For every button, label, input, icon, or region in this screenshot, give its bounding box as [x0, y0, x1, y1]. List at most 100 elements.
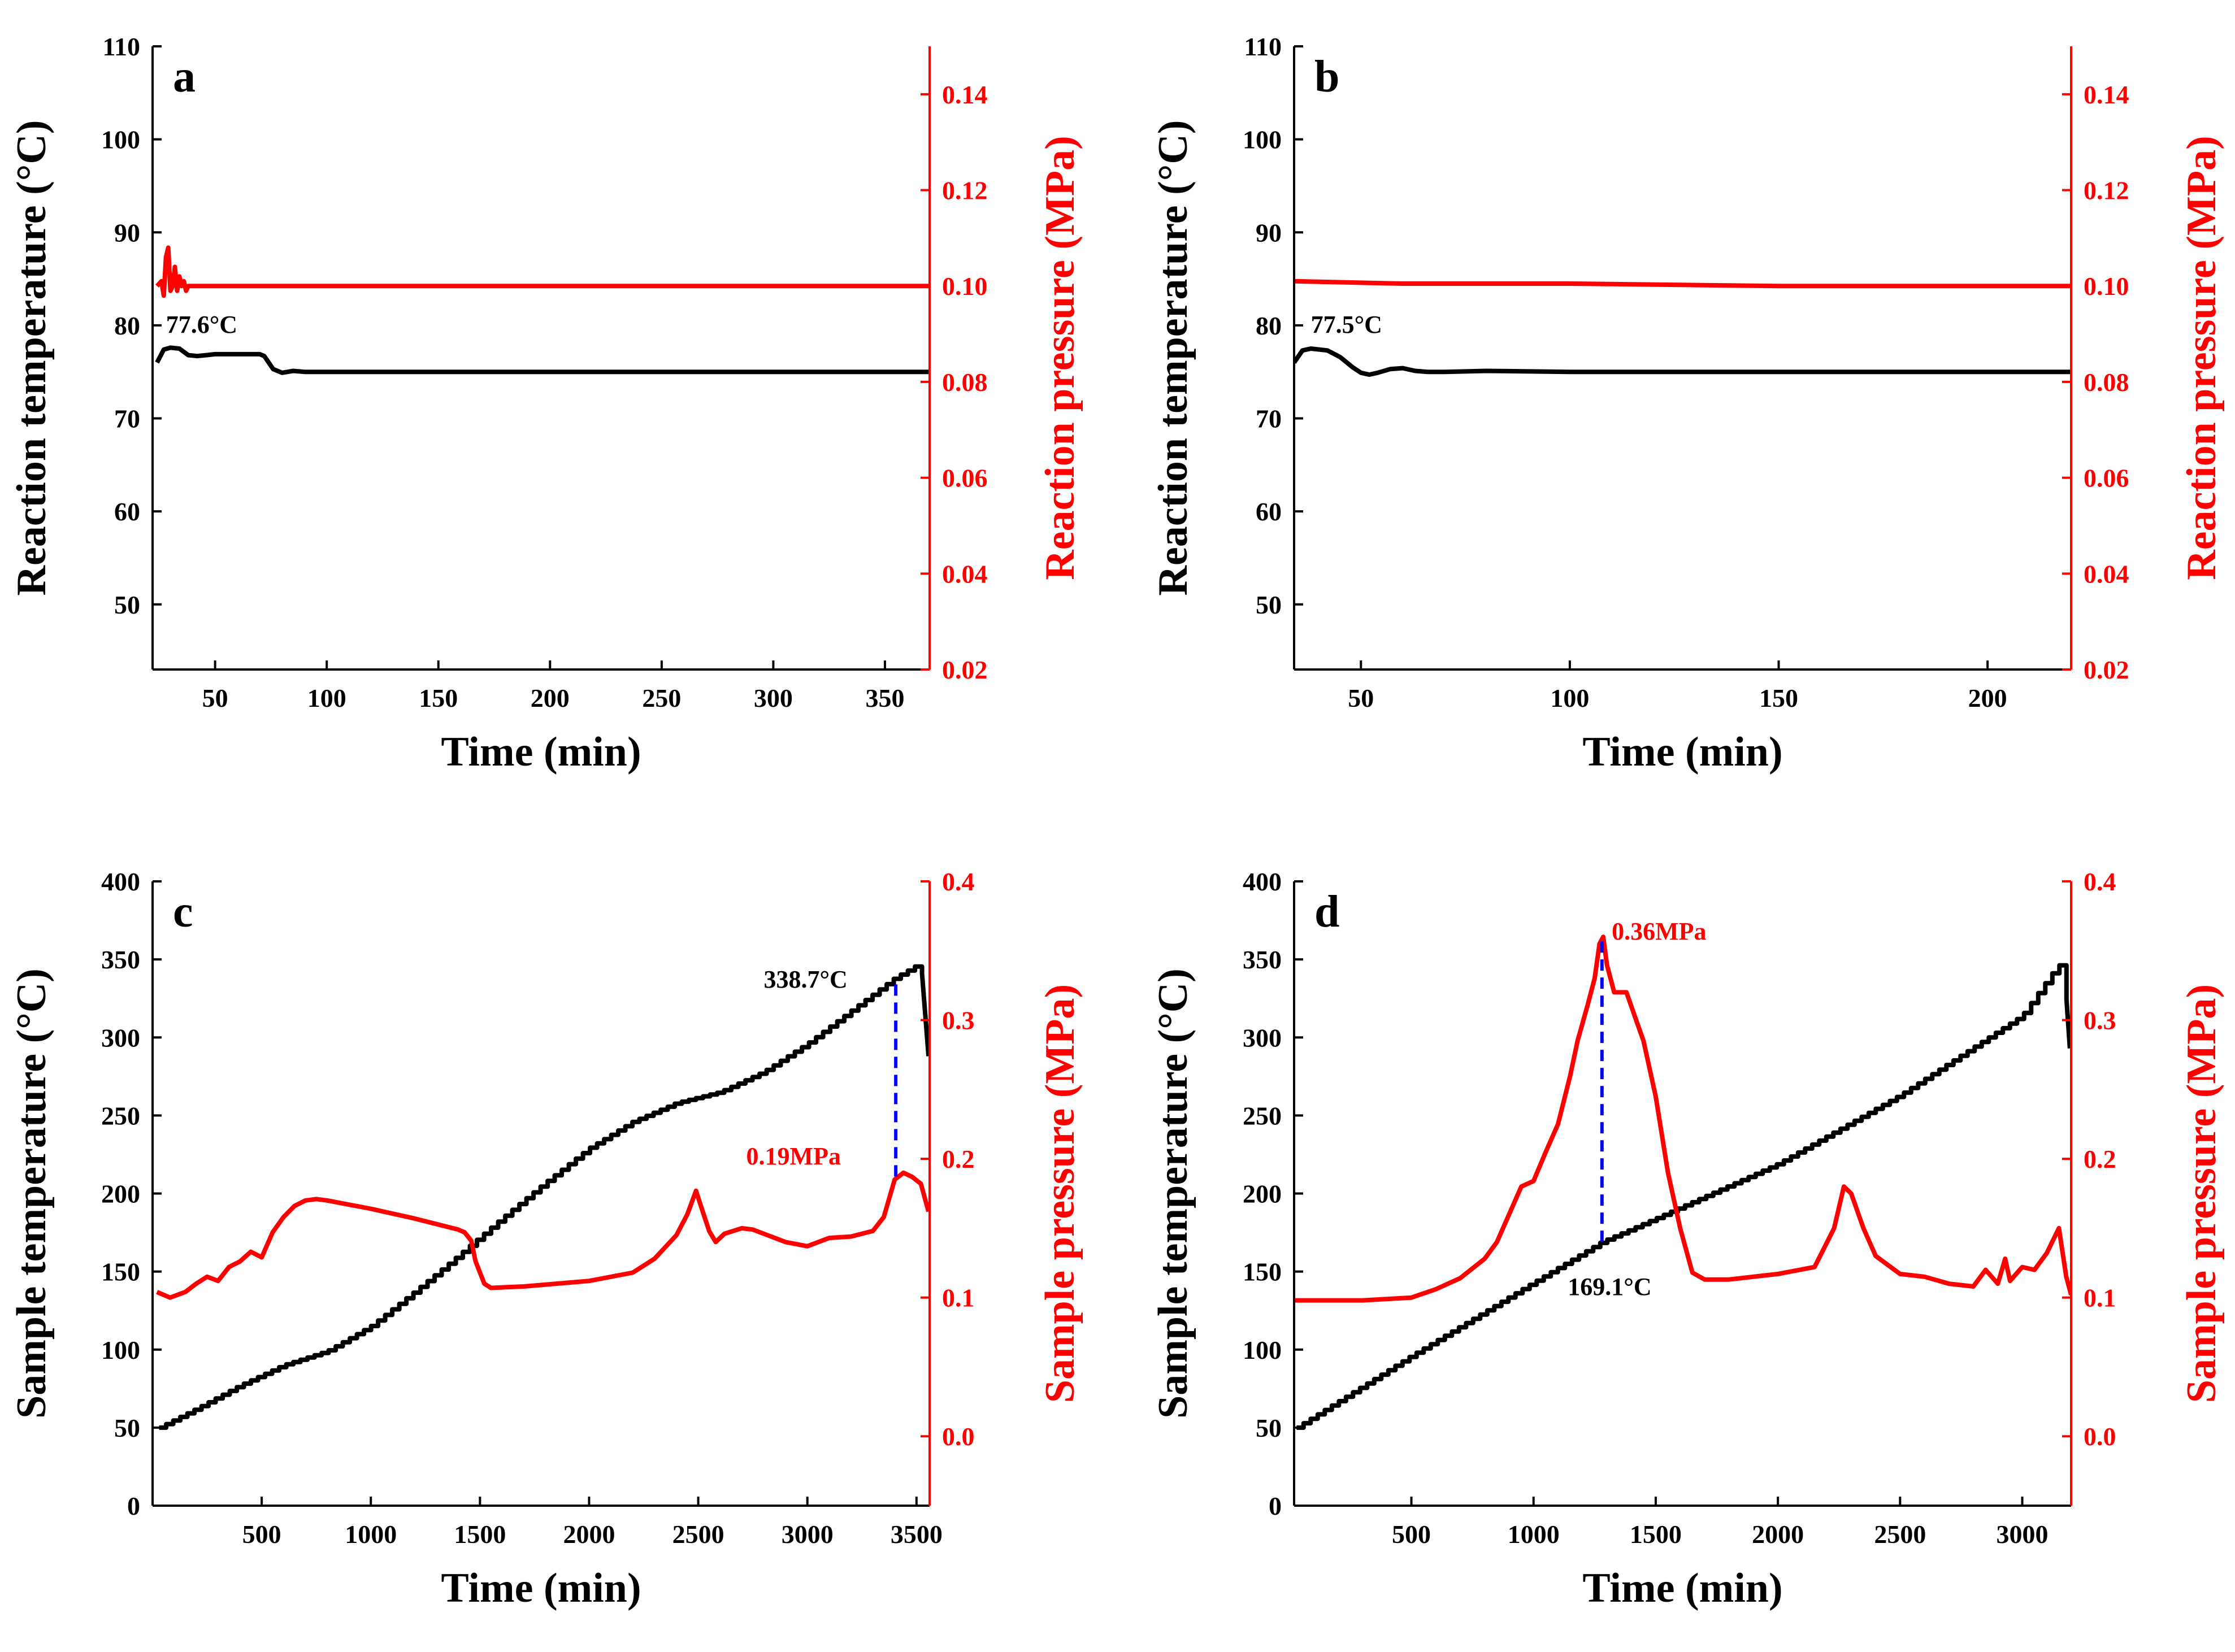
x-tick-label: 500: [242, 1520, 281, 1549]
pressure-series-line: [1294, 934, 2071, 1303]
y-right-tick-label: 0.0: [942, 1422, 975, 1451]
y-left-tick-label: 200: [1243, 1180, 1282, 1208]
panel-letter: c: [173, 887, 193, 937]
y-left-tick-label: 400: [1243, 867, 1282, 896]
y-left-tick-label: 100: [1243, 125, 1282, 154]
data-annotation: 0.19MPa: [747, 1142, 841, 1170]
y-left-axis-title: Reaction temperature (°C): [1150, 120, 1196, 596]
y-right-tick-label: 0.08: [2084, 368, 2129, 397]
pressure-series-line: [1294, 279, 2071, 289]
y-left-tick-label: 50: [114, 1414, 140, 1442]
pressure-series-line: [156, 1170, 930, 1300]
y-left-tick-label: 70: [114, 405, 140, 433]
panel-letter: a: [173, 52, 196, 102]
y-right-axis-title: Reaction pressure (MPa): [1037, 136, 1083, 580]
x-tick-label: 500: [1392, 1520, 1431, 1549]
y-right-tick-label: 0.04: [2084, 559, 2129, 588]
plot-area: [156, 964, 930, 1430]
y-left-tick-label: 350: [1243, 945, 1282, 974]
panel-letter: b: [1314, 52, 1340, 102]
temperature-series-line: [1294, 346, 2071, 377]
x-tick-label: 2500: [1874, 1520, 1926, 1549]
y-left-tick-label: 60: [1256, 497, 1282, 526]
y-left-tick-label: 70: [1256, 405, 1282, 433]
y-left-axis-title: Sample temperature (°C): [8, 968, 55, 1419]
y-left-tick-label: 110: [1244, 32, 1282, 61]
x-tick-label: 100: [307, 684, 346, 712]
temperature-series-line: [159, 964, 930, 1430]
y-left-tick-label: 80: [114, 311, 140, 340]
y-right-tick-label: 0.06: [942, 464, 988, 493]
y-left-tick-label: 50: [1256, 1414, 1282, 1442]
y-right-tick-label: 0.10: [2084, 272, 2129, 301]
y-right-axis-title: Sample pressure (MPa): [2178, 984, 2225, 1403]
y-left-tick-label: 90: [1256, 218, 1282, 247]
x-axis-title: Time (min): [1582, 729, 1782, 775]
y-left-tick-label: 50: [114, 590, 140, 619]
y-right-tick-label: 0.14: [942, 80, 988, 109]
x-tick-label: 50: [202, 684, 228, 712]
y-left-tick-label: 250: [1243, 1101, 1282, 1130]
x-tick-label: 250: [642, 684, 681, 712]
y-left-tick-label: 250: [101, 1101, 140, 1130]
x-tick-label: 200: [531, 684, 570, 712]
x-tick-label: 350: [865, 684, 904, 712]
y-right-tick-label: 0.4: [942, 867, 975, 896]
y-right-tick-label: 0.14: [2084, 80, 2129, 109]
y-left-tick-label: 110: [103, 32, 140, 61]
x-axis-title: Time (min): [441, 1565, 641, 1611]
y-right-tick-label: 0.3: [2084, 1006, 2116, 1035]
y-left-tick-label: 100: [101, 1336, 140, 1364]
panel-c: 500 1000 1500 2000 2500 3000 3500 0 50 100 150 200 2…: [8, 867, 1083, 1611]
y-right-tick-label: 0.4: [2084, 867, 2116, 896]
y-right-tick-label: 0.1: [942, 1284, 975, 1312]
x-tick-label: 3500: [891, 1520, 943, 1549]
y-left-tick-label: 0: [1269, 1492, 1282, 1520]
x-tick-label: 1500: [1630, 1520, 1682, 1549]
y-left-tick-label: 90: [114, 218, 140, 247]
x-axis-title: Time (min): [441, 729, 641, 775]
y-left-tick-label: 80: [1256, 311, 1282, 340]
y-right-tick-label: 0.02: [942, 655, 988, 684]
plot-area: [1294, 279, 2071, 377]
y-left-tick-label: 150: [1243, 1258, 1282, 1286]
x-tick-label: 150: [419, 684, 458, 712]
y-right-tick-label: 0.2: [2084, 1145, 2116, 1173]
y-left-tick-label: 0: [127, 1492, 140, 1520]
data-annotation: 169.1°C: [1568, 1273, 1651, 1301]
y-right-axis-title: Sample pressure (MPa): [1037, 984, 1083, 1403]
y-right-tick-label: 0.2: [942, 1145, 975, 1173]
y-right-tick-label: 0.12: [2084, 176, 2129, 205]
data-annotation: 338.7°C: [763, 966, 847, 993]
x-tick-label: 1500: [454, 1520, 506, 1549]
y-right-tick-label: 0.06: [2084, 464, 2129, 493]
panel-b: 50 100 150 200 50 60 70 80 90 100 110 0.02 0.04 0.06 0…: [1150, 32, 2225, 775]
plot-area: [155, 245, 930, 375]
y-left-axis-title: Sample temperature (°C): [1150, 968, 1196, 1419]
x-axis-title: Time (min): [1582, 1565, 1782, 1611]
y-left-tick-label: 60: [114, 497, 140, 526]
y-left-tick-label: 150: [101, 1258, 140, 1286]
y-left-tick-label: 100: [1243, 1336, 1282, 1364]
temperature-series-line: [155, 345, 930, 375]
y-right-tick-label: 0.1: [2084, 1284, 2116, 1312]
x-tick-label: 3000: [1997, 1520, 2049, 1549]
data-annotation: 77.6°C: [166, 311, 237, 338]
x-tick-label: 2000: [563, 1520, 615, 1549]
y-right-tick-label: 0.0: [2084, 1422, 2116, 1451]
y-right-tick-label: 0.10: [942, 272, 988, 301]
pressure-series-line: [155, 245, 930, 298]
plot-area: [1294, 934, 2071, 1430]
y-right-tick-label: 0.08: [942, 368, 988, 397]
x-tick-label: 2500: [672, 1520, 724, 1549]
y-left-axis-title: Reaction temperature (°C): [8, 120, 55, 596]
y-right-tick-label: 0.3: [942, 1006, 975, 1035]
y-left-tick-label: 100: [101, 125, 140, 154]
x-tick-label: 50: [1348, 684, 1374, 712]
x-tick-label: 1000: [1508, 1520, 1560, 1549]
y-left-tick-label: 400: [101, 867, 140, 896]
y-right-tick-label: 0.02: [2084, 655, 2129, 684]
x-tick-label: 100: [1550, 684, 1589, 712]
